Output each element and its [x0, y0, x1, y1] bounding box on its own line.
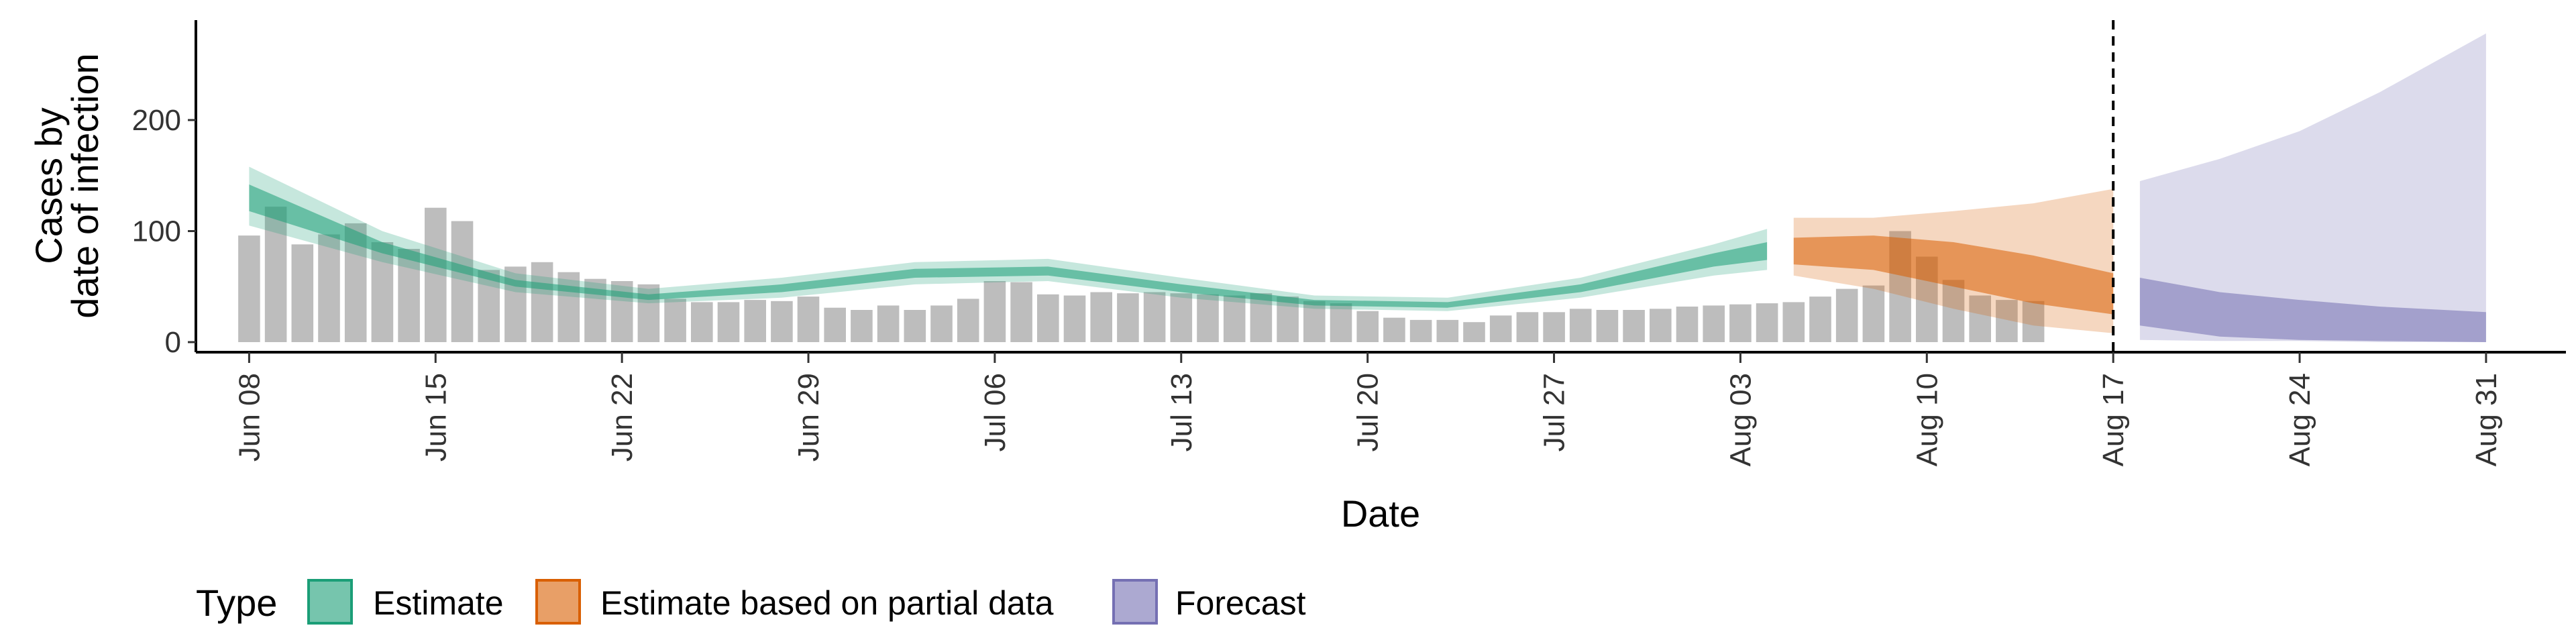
plot-area [238, 20, 2486, 352]
series-0-outer-band [249, 166, 1768, 311]
bar [930, 305, 953, 342]
bar [744, 300, 766, 342]
legend-title: Type [196, 582, 277, 624]
bar [1409, 319, 1432, 342]
bar [1516, 312, 1539, 342]
bar [1197, 294, 1219, 342]
legend-label-partial: Estimate based on partial data [600, 584, 1054, 622]
bar [1650, 309, 1672, 342]
y-axis-title-line-2: date of infection [64, 53, 106, 318]
x-axis-title: Date [1341, 492, 1420, 535]
bar [451, 221, 474, 342]
bar [291, 244, 314, 342]
bar [425, 207, 447, 342]
x-tick-label: Jun 29 [792, 373, 825, 462]
x-tick-label: Aug 03 [1724, 373, 1757, 466]
bar [1010, 282, 1032, 342]
bar [398, 249, 420, 342]
bar [983, 281, 1006, 342]
x-tick-label: Jun 15 [419, 373, 452, 462]
bar [478, 270, 500, 342]
bar [1703, 305, 1725, 342]
x-tick-label: Aug 10 [1911, 373, 1943, 466]
bar [1063, 295, 1086, 342]
bar [1250, 293, 1273, 342]
y-axis-title-line-1: Cases by [28, 107, 70, 264]
bar [1596, 310, 1619, 342]
x-tick-label: Jun 08 [233, 373, 266, 462]
x-tick-label: Jun 22 [606, 373, 639, 462]
bar [1729, 304, 1752, 342]
legend-swatch-estimate [307, 579, 353, 625]
bar [1223, 295, 1246, 342]
bar [318, 234, 340, 342]
bar [1277, 297, 1299, 342]
bar [664, 299, 686, 342]
y-axis-title: Cases by date of infection [28, 53, 106, 318]
bar [1543, 312, 1565, 342]
bar [1117, 293, 1139, 342]
bar [1489, 315, 1512, 342]
bar [771, 301, 793, 342]
bar [1676, 307, 1699, 342]
bar [1756, 303, 1778, 342]
series-2-outer-band [2139, 33, 2486, 343]
bar [1383, 317, 1405, 342]
legend-label-estimate: Estimate [373, 584, 504, 622]
bar [557, 272, 580, 342]
legend-swatch-forecast [1112, 579, 1158, 625]
bar [691, 302, 713, 342]
bar [1623, 310, 1645, 342]
bar [1037, 294, 1059, 342]
bar [797, 297, 820, 342]
bar [904, 310, 926, 342]
bar [1170, 293, 1193, 342]
bar [1969, 295, 1991, 342]
bar [1463, 322, 1485, 342]
bar [1303, 301, 1326, 342]
bar [238, 235, 260, 342]
bar [1090, 292, 1112, 342]
bar [1996, 300, 2018, 342]
x-tick-label: Aug 31 [2470, 373, 2503, 466]
y-tick-label: 200 [132, 104, 181, 137]
x-tick-label: Jul 13 [1165, 373, 1198, 451]
bar [1835, 288, 1858, 342]
bar [1436, 319, 1459, 342]
legend-label-forecast: Forecast [1175, 584, 1306, 622]
bar [371, 242, 394, 342]
x-tick-label: Aug 17 [2097, 373, 2130, 466]
series-2-inner-band [2139, 278, 2486, 342]
legend: Type Estimate Estimate based on partial … [196, 579, 1306, 625]
bar [1809, 297, 1831, 342]
series-1-inner-band [1793, 235, 2114, 315]
bar [1942, 280, 1965, 342]
axes: 0 100 200 Jun 08 Jun 15 Jun 22 Jun 29 Jul 06 Jul… [132, 20, 2566, 466]
bar [1143, 292, 1166, 342]
bar [2022, 301, 2045, 342]
bar [1330, 303, 1352, 342]
bar [717, 302, 740, 342]
bar [957, 299, 979, 342]
legend-swatch-partial [535, 579, 581, 625]
x-tick-label: Jul 27 [1538, 373, 1571, 451]
bar [1862, 285, 1885, 342]
bar [851, 310, 873, 342]
y-tick-label: 100 [132, 215, 181, 248]
bar [877, 305, 900, 342]
bar [1356, 311, 1379, 342]
x-tick-label: Aug 24 [2284, 373, 2316, 466]
bar [264, 207, 287, 342]
x-tick-label: Jul 20 [1352, 373, 1385, 451]
x-tick-label: Jul 06 [979, 373, 1012, 451]
bar [531, 262, 553, 342]
bar [824, 307, 846, 342]
y-tick-label: 0 [165, 326, 181, 359]
bar [1782, 302, 1805, 342]
bar [1569, 309, 1592, 342]
